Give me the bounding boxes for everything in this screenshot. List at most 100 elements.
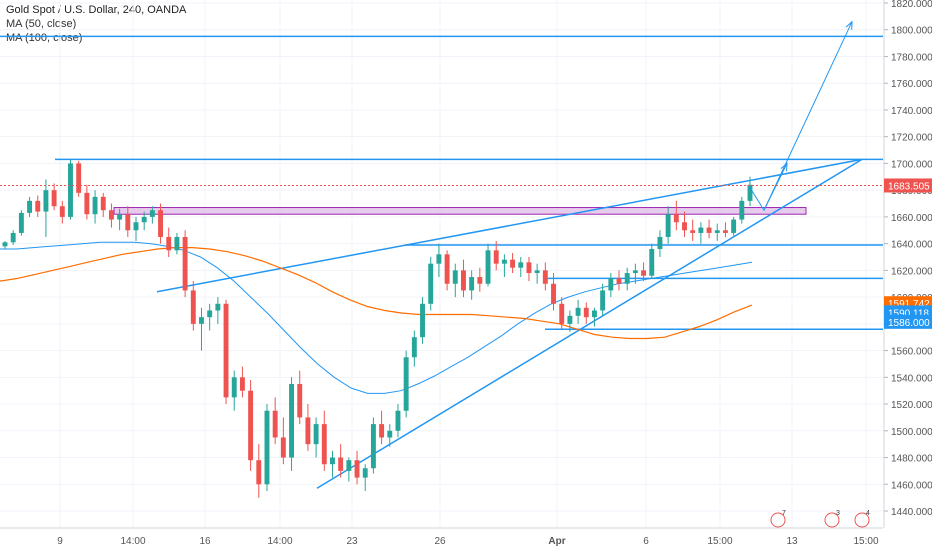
candle-body — [722, 230, 728, 233]
candle-body — [10, 232, 16, 243]
candle-body — [117, 214, 123, 220]
x-tick-label: 14:00 — [267, 536, 292, 547]
candle-body — [215, 303, 221, 311]
projection-arrow[interactable] — [748, 163, 788, 212]
candle-body — [338, 457, 344, 471]
x-tick-label: 13 — [786, 536, 798, 547]
candle-body — [657, 236, 663, 249]
candle-body — [199, 317, 204, 324]
candle-body — [379, 424, 385, 438]
candle-body — [182, 236, 188, 291]
event-flag-icon[interactable] — [824, 512, 840, 528]
y-tick-label: 1540.000 — [891, 373, 932, 384]
trendline[interactable] — [316, 158, 863, 489]
candle-body — [559, 303, 565, 324]
candle-body — [305, 417, 311, 445]
event-flag-count: 3 — [836, 510, 840, 517]
candle-body — [133, 222, 139, 231]
candle-body — [411, 337, 417, 358]
candle-body — [428, 263, 434, 304]
ma50-line — [0, 241, 753, 394]
candle-body — [289, 384, 294, 458]
candle-body — [18, 212, 24, 233]
candle-body — [2, 242, 8, 247]
candle-body — [231, 377, 237, 398]
candle-body — [84, 192, 90, 215]
candle-body — [493, 250, 499, 264]
y-tick-label: 1780.000 — [891, 52, 932, 63]
projection-arrow[interactable] — [763, 21, 853, 211]
x-tick-label: 14:00 — [120, 536, 145, 547]
candle-body — [444, 254, 450, 284]
candle-body — [59, 206, 65, 217]
y-tick-label: 1620.000 — [891, 266, 932, 277]
price-label-ma100: 1591.742 — [888, 299, 930, 310]
resistance-zone[interactable] — [113, 207, 807, 215]
candle-body — [190, 290, 196, 324]
candle-body — [43, 190, 49, 212]
trendline[interactable] — [156, 158, 863, 293]
candle-body — [632, 270, 638, 274]
y-tick-label: 1740.000 — [891, 106, 932, 117]
candle-body — [600, 290, 606, 311]
candle-body — [477, 277, 483, 284]
x-tick-label: 15:00 — [707, 536, 732, 547]
candle-body — [747, 184, 753, 201]
candle-body — [100, 196, 106, 211]
y-tick-label: 1460.000 — [891, 480, 932, 491]
x-tick-label: 16 — [199, 536, 211, 547]
candle-body — [256, 460, 262, 485]
candle-body — [76, 163, 82, 193]
x-tick-label: 23 — [346, 536, 358, 547]
candle-body — [542, 270, 548, 284]
candle-body — [51, 190, 57, 207]
candle-body — [264, 410, 270, 485]
candle-body — [280, 437, 286, 458]
candle-body — [354, 460, 360, 478]
price-label-ma50: 1590.118 — [888, 308, 929, 319]
candle-body — [526, 262, 532, 274]
candle-body — [690, 230, 696, 233]
candle-body — [608, 278, 614, 291]
price-label-level: 1586.000 — [888, 318, 930, 329]
candle-body — [330, 457, 335, 465]
event-flag-count: 7 — [782, 510, 786, 517]
candle-body — [166, 236, 172, 251]
candle-body — [346, 460, 352, 471]
candle-body — [624, 273, 630, 284]
event-flag-icon[interactable] — [770, 512, 786, 528]
candle-body — [575, 307, 581, 316]
candle-body — [739, 200, 745, 220]
candle-body — [452, 270, 458, 284]
candle-body — [518, 262, 524, 268]
candle-body — [436, 254, 442, 264]
candle-body — [207, 310, 213, 318]
candle-body — [395, 410, 401, 431]
candle-body — [68, 163, 73, 217]
y-tick-label: 1480.000 — [891, 454, 932, 465]
candle-body — [698, 227, 704, 233]
candle-body — [108, 210, 114, 220]
candle-body — [125, 214, 131, 231]
candle-body — [591, 310, 597, 318]
candle-body — [92, 196, 98, 215]
candle-body — [682, 222, 687, 231]
y-tick-label: 1800.000 — [891, 26, 932, 37]
candle-body — [461, 270, 466, 291]
candle-body — [641, 270, 647, 276]
candle-body — [362, 468, 368, 478]
candle-body — [665, 214, 671, 237]
x-tick-label: 26 — [434, 536, 446, 547]
event-flag-icon[interactable] — [854, 512, 870, 528]
candle-body — [313, 424, 319, 445]
candle-body — [158, 210, 164, 237]
y-tick-label: 1720.000 — [891, 133, 932, 144]
candle-body — [321, 424, 327, 465]
x-tick-label: Apr — [548, 536, 565, 547]
candle-body — [27, 200, 33, 213]
y-tick-label: 1820.000 — [891, 0, 932, 10]
arrow-head — [845, 20, 853, 30]
candle-body — [567, 315, 573, 324]
candle-body — [174, 236, 180, 251]
